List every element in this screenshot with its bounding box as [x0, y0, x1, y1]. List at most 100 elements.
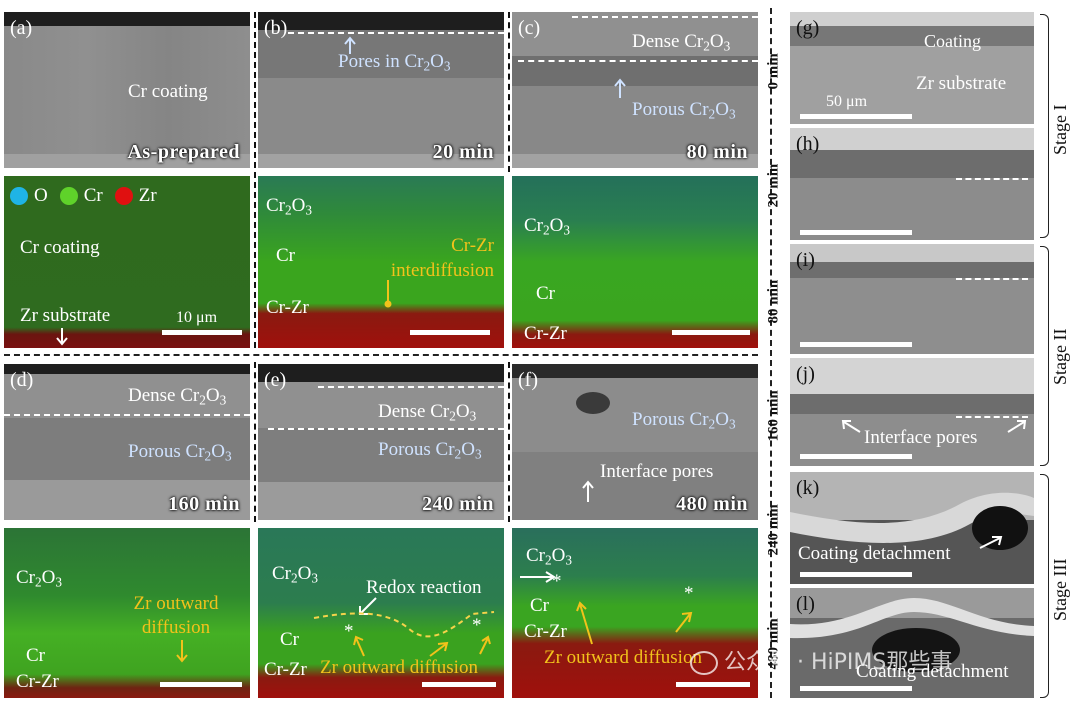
oxide-layer: [258, 30, 504, 78]
arrow-icon: [429, 641, 449, 657]
panel-label-d: (d): [10, 369, 34, 391]
oxide-label: Cr2O3: [526, 545, 573, 568]
sample-surface: [512, 364, 758, 378]
stage-label-2: Stage II: [1050, 328, 1070, 385]
arrow-icon: [176, 640, 188, 663]
panel-label-i: (i): [796, 249, 815, 271]
cr-coating-label: Cr coating: [128, 81, 208, 102]
crzr-label: Cr-Zr: [264, 659, 307, 680]
scale-bar: [800, 454, 912, 459]
cr-layer: [4, 480, 250, 520]
eds-map-e: Cr2O3 Redox reaction * * Cr Cr-Zr Zr out…: [258, 528, 504, 698]
detachment-label: Coating detachment: [798, 543, 951, 564]
element-legend: O Cr Zr: [10, 186, 157, 205]
cr-coating-label: Cr coating: [20, 237, 100, 258]
sem-panel-g: (g) Coating Zr substrate 50 μm: [790, 12, 1034, 124]
eds-map-f: Cr2O3 * * Cr Cr-Zr Zr outward diffusion: [512, 528, 758, 698]
stage-label-1: Stage I: [1050, 104, 1070, 155]
porous-oxide-layer: [258, 428, 504, 482]
sem-panel-a: (a) Cr coating As-prepared: [4, 12, 250, 168]
coating-layer: [790, 26, 1034, 46]
legend-label-cr: Cr: [83, 185, 103, 206]
sem-panel-i: (i): [790, 244, 1034, 354]
cr-label: Cr: [530, 595, 549, 616]
star-marker: *: [344, 621, 354, 642]
diffusion-annotation: Zr outward diffusion: [320, 657, 478, 678]
scale-bar: [672, 330, 750, 335]
scale-bar: [800, 572, 912, 577]
time-label-c: 80 min: [686, 141, 748, 163]
legend-label-o: O: [34, 185, 48, 206]
pore-cluster: [576, 392, 610, 414]
redox-label: Redox reaction: [366, 577, 482, 598]
porous-oxide-label: Porous Cr2O3: [632, 99, 736, 122]
scale-bar-label: 10 μm: [176, 309, 218, 326]
star-marker: *: [684, 583, 694, 604]
arrow-icon: [979, 536, 1003, 549]
arrow-icon: [479, 635, 491, 655]
interface-pores-label: Interface pores: [600, 461, 714, 482]
detached-coating: [790, 598, 1034, 672]
eds-map-c: Cr2O3 Cr Cr-Zr: [512, 176, 758, 348]
sample-surface: [790, 12, 1034, 26]
legend-swatch-o: [10, 186, 28, 205]
stage-label-3: Stage III: [1050, 558, 1070, 621]
eds-map-d: Cr2O3 Zr outward diffusion Cr Cr-Zr: [4, 528, 250, 698]
time-label-g: 0 min: [765, 53, 782, 90]
panel-label-h: (h): [796, 133, 820, 155]
arrow-icon: [353, 635, 365, 657]
coating-label: Coating: [924, 31, 981, 51]
detached-coating: [790, 492, 1034, 550]
sem-panel-c: (c) Dense Cr2O3 Porous Cr2O3 80 min: [512, 12, 758, 168]
time-label-h: 20 min: [765, 163, 782, 208]
panel-label-c: (c): [518, 17, 541, 39]
scale-bar: [800, 114, 912, 119]
scale-bar: [800, 342, 912, 347]
legend-label-zr: Zr: [138, 185, 157, 206]
scale-bar: [160, 682, 242, 687]
porous-oxide-label: Porous Cr2O3: [632, 409, 736, 432]
interdiffusion-annotation: Cr-Zr interdiffusion: [390, 235, 494, 281]
panel-label-l: (l): [796, 593, 815, 615]
sample-surface: [258, 12, 504, 30]
detachment-label: Coating detachment: [856, 661, 1009, 682]
porous-oxide-layer: [512, 378, 758, 452]
cr-layer: [258, 78, 504, 154]
cr-label: Cr: [280, 629, 299, 650]
crzr-label: Cr-Zr: [524, 323, 567, 344]
panel-label-j: (j): [796, 363, 815, 385]
watermark: 公众号 · HiPIMS那些事: [690, 644, 952, 676]
interface-line: [288, 32, 504, 34]
separator-line: [508, 12, 510, 172]
coating-layer: [790, 262, 1034, 278]
stage-bracket: [1040, 14, 1049, 238]
star-marker: *: [552, 571, 562, 592]
interface-line: [318, 386, 504, 388]
dense-oxide-label: Dense Cr2O3: [632, 31, 731, 54]
sample-surface: [790, 128, 1034, 150]
legend-cr: Cr: [59, 185, 103, 206]
arrow-icon: [520, 571, 556, 583]
sample-surface: [4, 364, 250, 374]
interface-line: [4, 414, 250, 416]
pores-annotation: Pores in Cr2O3: [338, 51, 451, 74]
substrate-layer: [258, 154, 504, 168]
interface-line: [518, 60, 758, 62]
substrate-layer: [790, 178, 1034, 240]
sem-panel-b: (b) Pores in Cr2O3 20 min: [258, 12, 504, 168]
sample-surface: [790, 358, 1034, 394]
time-label-b: 20 min: [432, 141, 494, 163]
cr-coating-layer: [4, 26, 250, 156]
substrate-layer: [4, 154, 250, 168]
eds-map-b: Cr2O3 Cr Cr-Zr Cr-Zr interdiffusion: [258, 176, 504, 348]
time-label-d: 160 min: [168, 493, 240, 515]
substrate-layer: [790, 46, 1034, 124]
sem-panel-k: (k) Coating detachment: [790, 472, 1034, 584]
panel-label-k: (k): [796, 477, 820, 499]
legend-swatch-zr: [114, 186, 133, 205]
sem-panel-d: (d) Dense Cr2O3 Porous Cr2O3 160 min: [4, 364, 250, 520]
oxide-label: Cr2O3: [524, 215, 571, 238]
scale-bar: [676, 682, 750, 687]
arrow-icon: [841, 420, 861, 433]
dense-oxide-label: Dense Cr2O3: [378, 401, 477, 424]
